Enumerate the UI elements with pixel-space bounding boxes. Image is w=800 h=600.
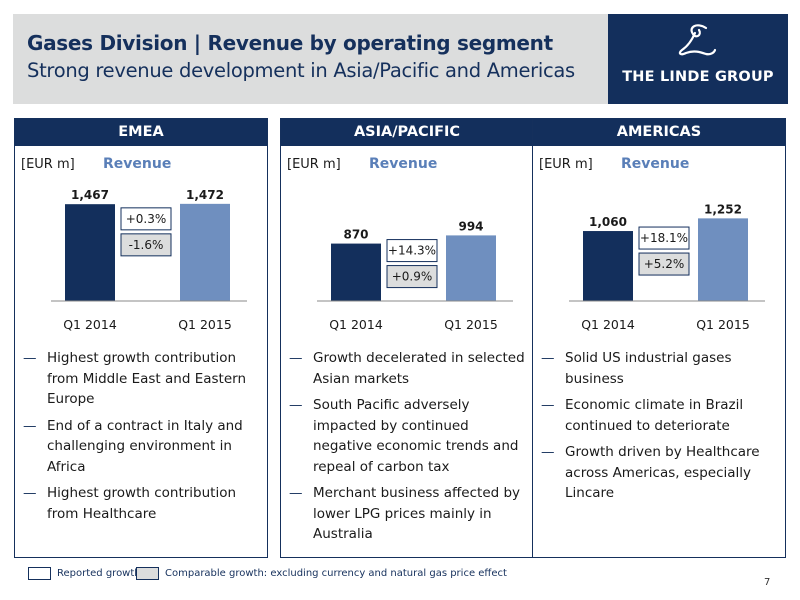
legend-reported-swatch xyxy=(28,567,51,580)
unit-label: [EUR m] xyxy=(539,157,593,172)
revenue-bar-chart: 870 Q1 2014 994 Q1 2015 +14.3% +0.9% xyxy=(317,219,513,332)
reported-growth-label: +18.1% xyxy=(640,231,688,245)
panel-emea: EMEA [EUR m] Revenue 1,467 Q1 2014 1,472 Q1… xyxy=(14,118,268,558)
bullet-item: — Economic climate in Brazil continued to… xyxy=(541,397,744,434)
comparable-growth-label: -1.6% xyxy=(129,238,164,252)
x-tick-label: Q1 2014 xyxy=(581,317,635,332)
bar-value-label: 1,060 xyxy=(589,215,627,229)
bullet-list: — Solid US industrial gases business — Eco… xyxy=(541,348,779,510)
dash-icon: — xyxy=(541,444,555,460)
revenue-bar-chart: 1,060 Q1 2014 1,252 Q1 2015 +18.1% +5.2% xyxy=(569,202,765,332)
dash-icon: — xyxy=(23,417,37,434)
bar-value-label: 1,252 xyxy=(704,202,742,216)
panel-title: EMEA xyxy=(15,119,267,146)
legend-reported-label: Reported growth xyxy=(57,568,141,579)
reported-growth-label: +14.3% xyxy=(388,244,436,258)
reported-growth-box xyxy=(386,239,438,263)
comparable-growth-box xyxy=(638,252,690,276)
x-tick-label: Q1 2015 xyxy=(178,317,232,332)
metric-label: Revenue xyxy=(369,156,438,172)
bullet-item: — Highest growth contribution from Middle… xyxy=(23,350,247,407)
panel-title: ASIA/PACIFIC xyxy=(281,119,533,146)
bullet-item: — Solid US industrial gases business xyxy=(541,350,732,387)
bullet-item: — Merchant business affected by lower LPG… xyxy=(289,485,521,542)
panel-americas: AMERICAS [EUR m] Revenue 1,060 Q1 2014 1,2… xyxy=(532,118,786,558)
bullet-item: — Growth driven by Healthcare across Amer… xyxy=(541,444,760,501)
bullet-list: — Growth decelerated in selected Asian ma… xyxy=(289,348,527,551)
revenue-bar-chart: 1,467 Q1 2014 1,472 Q1 2015 +0.3% -1.6% xyxy=(51,188,247,332)
legend-comparable-swatch xyxy=(136,567,159,580)
comparable-growth-box xyxy=(120,233,172,257)
bullet-item: — South Pacific adversely impacted by con… xyxy=(289,397,519,475)
dash-icon: — xyxy=(289,485,303,501)
logo-text: THE LINDE GROUP xyxy=(622,69,774,85)
dash-icon: — xyxy=(23,485,37,501)
bar-1 xyxy=(180,203,230,301)
x-tick-label: Q1 2015 xyxy=(696,317,750,332)
metric-label: Revenue xyxy=(621,156,690,172)
bar-value-label: 1,467 xyxy=(71,188,109,202)
x-tick-label: Q1 2014 xyxy=(63,317,117,332)
comparable-growth-label: +5.2% xyxy=(644,257,685,271)
bar-value-label: 870 xyxy=(343,228,368,242)
unit-label: [EUR m] xyxy=(287,157,341,172)
linde-script-l-icon xyxy=(678,24,717,56)
header-banner: Gases Division | Revenue by operating se… xyxy=(13,14,788,104)
legend-comparable-label: Comparable growth: excluding currency an… xyxy=(165,568,507,579)
dash-icon: — xyxy=(541,350,555,366)
reported-growth-label: +0.3% xyxy=(126,212,167,226)
bar-value-label: 1,472 xyxy=(186,188,224,202)
panel-title: AMERICAS xyxy=(533,119,785,146)
dash-icon: — xyxy=(541,397,555,413)
dash-icon: — xyxy=(289,397,303,413)
bar-1 xyxy=(698,218,748,301)
panel-asia-pacific: ASIA/PACIFIC [EUR m] Revenue 870 Q1 2014 9… xyxy=(280,118,534,558)
page-title: Gases Division | Revenue by operating se… xyxy=(27,31,553,55)
bar-0 xyxy=(331,243,381,301)
bar-0 xyxy=(65,204,115,301)
page-number: 7 xyxy=(764,577,771,588)
bar-0 xyxy=(583,231,633,301)
bar-value-label: 994 xyxy=(458,219,483,233)
reported-growth-box xyxy=(638,226,690,250)
comparable-growth-box xyxy=(386,265,438,289)
reported-growth-box xyxy=(120,207,172,231)
x-tick-label: Q1 2015 xyxy=(444,317,498,332)
bar-1 xyxy=(446,235,496,301)
metric-label: Revenue xyxy=(103,156,172,172)
page-subtitle: Strong revenue development in Asia/Pacif… xyxy=(27,59,575,82)
dash-icon: — xyxy=(23,350,37,366)
unit-label: [EUR m] xyxy=(21,157,75,172)
bullet-item: — Highest growth contribution from Health… xyxy=(23,485,237,522)
company-logo: THE LINDE GROUP xyxy=(608,14,788,104)
comparable-growth-label: +0.9% xyxy=(392,270,433,284)
x-tick-label: Q1 2014 xyxy=(329,317,383,332)
bullet-list: — Highest growth contribution from Middle… xyxy=(23,348,261,530)
bullet-item: — End of a contract in Italy and challeng… xyxy=(23,417,243,475)
dash-icon: — xyxy=(289,350,303,366)
bullet-item: — Growth decelerated in selected Asian ma… xyxy=(289,350,525,387)
